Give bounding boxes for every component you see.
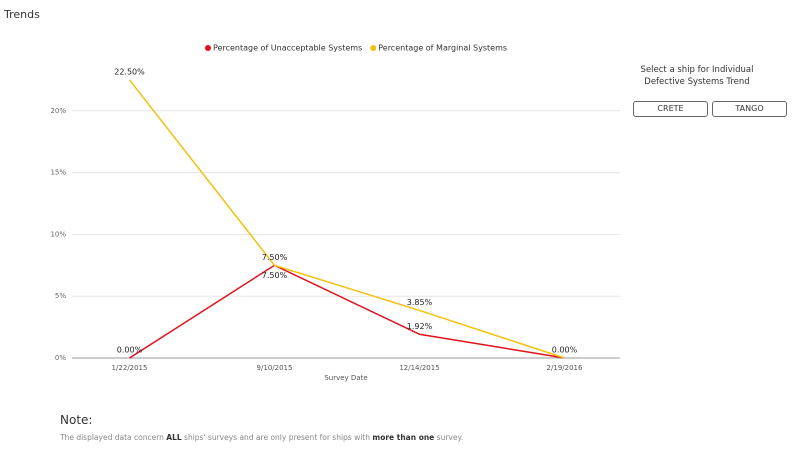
- y-tick-label: 0%: [55, 354, 66, 362]
- legend-marker: [205, 45, 211, 51]
- data-label: 7.50%: [262, 271, 288, 280]
- legend-label: Percentage of Marginal Systems: [378, 44, 507, 53]
- legend-label: Percentage of Unacceptable Systems: [213, 44, 362, 53]
- legend-marker: [370, 45, 377, 51]
- y-tick-label: 10%: [50, 230, 66, 238]
- note-part: ships' surveys and are only present for …: [181, 433, 373, 442]
- x-tick-label: 12/14/2015: [399, 364, 439, 372]
- note-text: The displayed data concern ALL ships' su…: [60, 433, 463, 442]
- x-tick-label: 9/10/2015: [257, 364, 293, 372]
- ship-prompt: Select a ship for Individual Defective S…: [640, 65, 754, 87]
- note-title: Note:: [60, 413, 93, 427]
- ship-button[interactable]: CRETE: [633, 101, 708, 117]
- ship-button[interactable]: TANGO: [712, 101, 787, 117]
- series-line: [129, 264, 565, 359]
- y-tick-label: 5%: [55, 292, 66, 300]
- note-part: survey.: [434, 433, 464, 442]
- data-label: 0.00%: [552, 346, 578, 355]
- data-label: 3.85%: [407, 298, 433, 307]
- note-part: ALL: [166, 433, 182, 442]
- y-tick-label: 20%: [50, 107, 66, 115]
- chart: 0% 5% 10% 15% 20% 1/22/2015 9/10/2015 12/14/201…: [50, 44, 620, 382]
- series-line: [128, 79, 565, 359]
- data-label: 7.50%: [262, 253, 288, 262]
- data-label: 22.50%: [114, 67, 145, 76]
- x-axis-title: Survey Date: [324, 374, 367, 382]
- note-part: The displayed data concern: [60, 433, 167, 442]
- x-tick-label: 1/22/2015: [112, 364, 148, 372]
- note-part: more than one: [372, 433, 435, 442]
- x-tick-label: 2/19/2016: [547, 364, 583, 372]
- data-label: 0.00%: [117, 346, 143, 355]
- y-tick-label: 15%: [50, 169, 66, 177]
- data-label: 1.92%: [407, 322, 433, 331]
- page-title: Trends: [4, 8, 40, 21]
